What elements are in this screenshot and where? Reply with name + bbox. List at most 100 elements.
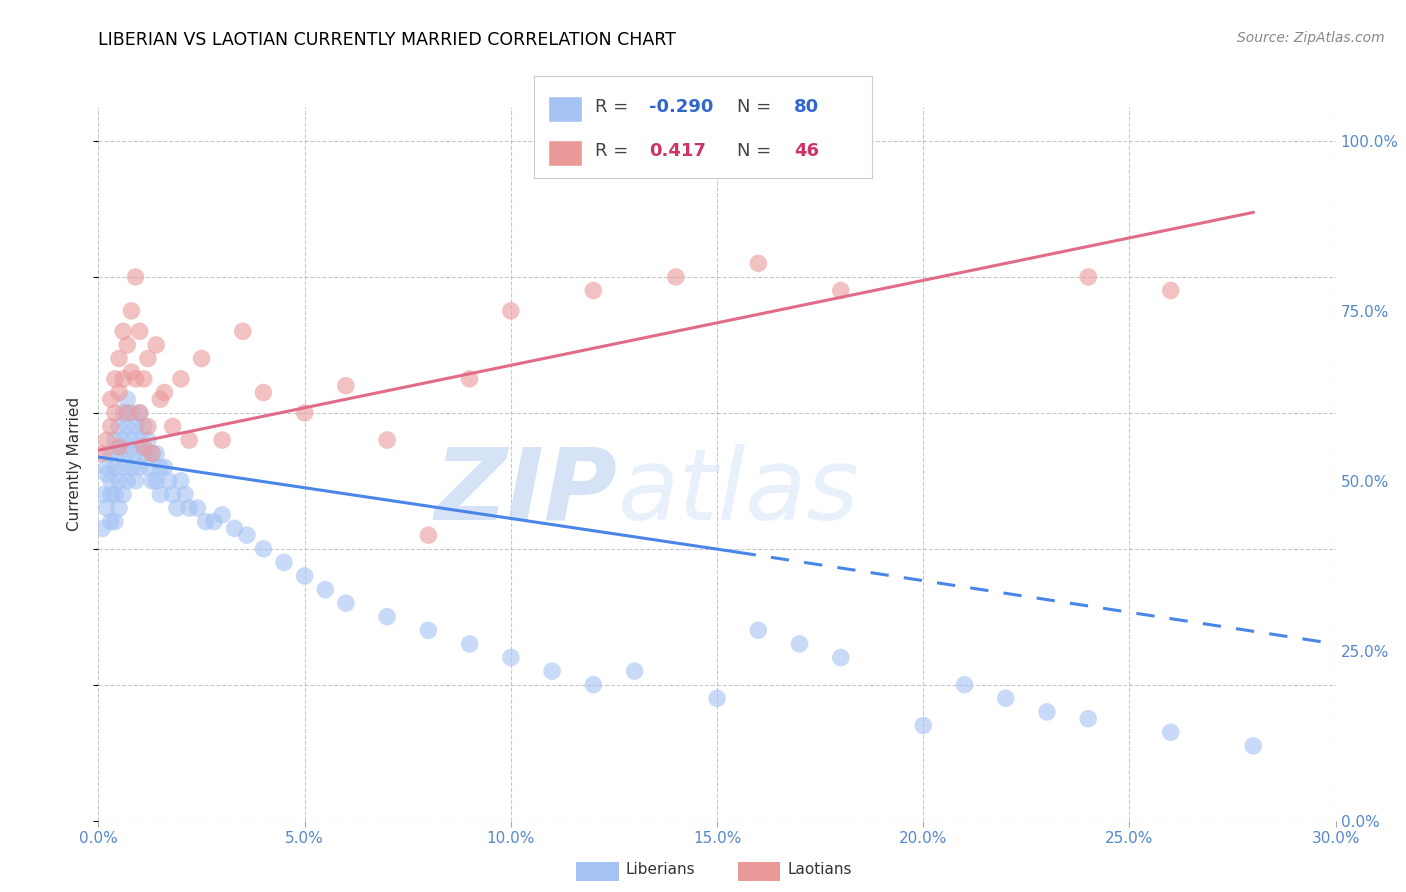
- Point: [112, 324, 135, 338]
- Point: [953, 678, 976, 692]
- Point: [117, 406, 139, 420]
- Point: [582, 284, 605, 298]
- Point: [104, 406, 127, 420]
- Point: [120, 365, 142, 379]
- Point: [136, 351, 159, 366]
- Point: [128, 406, 150, 420]
- Point: [120, 406, 142, 420]
- Point: [108, 419, 131, 434]
- Point: [120, 460, 142, 475]
- Text: -0.290: -0.290: [650, 97, 713, 116]
- Point: [141, 447, 163, 461]
- Point: [1160, 725, 1182, 739]
- Text: Liberians: Liberians: [626, 863, 696, 877]
- Point: [232, 324, 254, 338]
- Point: [145, 474, 167, 488]
- Point: [499, 304, 522, 318]
- Point: [830, 650, 852, 665]
- Bar: [548, 140, 582, 166]
- Point: [108, 447, 131, 461]
- Point: [112, 372, 135, 386]
- Point: [170, 372, 193, 386]
- Point: [112, 460, 135, 475]
- Point: [623, 664, 645, 678]
- Point: [117, 474, 139, 488]
- Point: [830, 284, 852, 298]
- Text: ZIP: ZIP: [434, 444, 619, 541]
- Point: [145, 447, 167, 461]
- Point: [104, 460, 127, 475]
- Point: [149, 460, 172, 475]
- Point: [132, 372, 155, 386]
- Point: [108, 474, 131, 488]
- Point: [96, 501, 118, 516]
- Point: [179, 501, 201, 516]
- Point: [104, 433, 127, 447]
- Point: [418, 528, 440, 542]
- Point: [912, 718, 935, 732]
- Point: [120, 304, 142, 318]
- Point: [458, 372, 481, 386]
- Point: [236, 528, 259, 542]
- Point: [117, 338, 139, 352]
- Point: [335, 596, 357, 610]
- Point: [100, 392, 122, 407]
- Point: [145, 338, 167, 352]
- Point: [294, 406, 316, 420]
- Point: [104, 372, 127, 386]
- Point: [91, 447, 114, 461]
- Point: [582, 678, 605, 692]
- Point: [108, 351, 131, 366]
- Point: [112, 487, 135, 501]
- Point: [100, 487, 122, 501]
- Point: [335, 378, 357, 392]
- Point: [124, 419, 146, 434]
- Point: [153, 385, 176, 400]
- Point: [128, 406, 150, 420]
- Point: [170, 474, 193, 488]
- Point: [112, 406, 135, 420]
- Point: [252, 541, 274, 556]
- Point: [117, 447, 139, 461]
- Point: [273, 555, 295, 569]
- Point: [252, 385, 274, 400]
- Text: N =: N =: [737, 142, 776, 160]
- Point: [96, 433, 118, 447]
- Point: [132, 419, 155, 434]
- Point: [124, 269, 146, 284]
- Point: [124, 474, 146, 488]
- Point: [1160, 284, 1182, 298]
- Text: R =: R =: [595, 142, 634, 160]
- Point: [458, 637, 481, 651]
- Point: [162, 419, 184, 434]
- Point: [706, 691, 728, 706]
- Point: [375, 609, 398, 624]
- Point: [136, 419, 159, 434]
- Text: 80: 80: [794, 97, 820, 116]
- Point: [166, 501, 188, 516]
- Point: [1077, 269, 1099, 284]
- Text: Source: ZipAtlas.com: Source: ZipAtlas.com: [1237, 31, 1385, 45]
- Text: 0.417: 0.417: [650, 142, 706, 160]
- Y-axis label: Currently Married: Currently Married: [67, 397, 83, 531]
- Point: [190, 351, 212, 366]
- Point: [747, 624, 769, 638]
- Point: [141, 447, 163, 461]
- Point: [100, 515, 122, 529]
- Point: [104, 515, 127, 529]
- Point: [1036, 705, 1059, 719]
- Point: [1241, 739, 1264, 753]
- Point: [194, 515, 217, 529]
- Point: [157, 474, 180, 488]
- Point: [128, 433, 150, 447]
- Point: [128, 460, 150, 475]
- Point: [108, 501, 131, 516]
- Point: [124, 447, 146, 461]
- Point: [96, 460, 118, 475]
- Point: [211, 508, 233, 522]
- Point: [112, 433, 135, 447]
- Point: [665, 269, 688, 284]
- Point: [747, 256, 769, 270]
- Point: [153, 460, 176, 475]
- Point: [294, 569, 316, 583]
